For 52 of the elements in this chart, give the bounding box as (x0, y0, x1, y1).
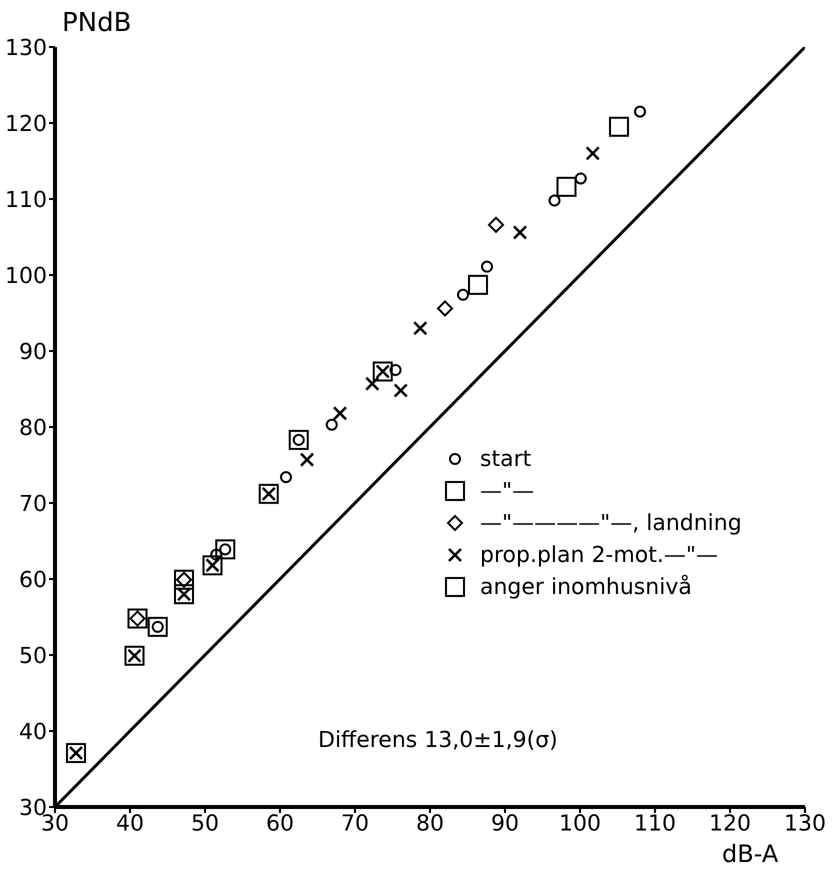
point (437, 300, 453, 316)
x-tick-label: 60 (266, 812, 294, 837)
point (548, 194, 560, 207)
legend-label: —"————"—, landning (480, 510, 742, 536)
point (457, 288, 469, 301)
point (148, 616, 168, 637)
point (390, 364, 402, 376)
point (481, 260, 493, 273)
point (280, 471, 292, 484)
x-tick-label: 90 (491, 812, 519, 837)
legend-label: anger inomhusnivå (480, 574, 692, 600)
point (300, 452, 314, 467)
y-tick-label: 110 (5, 188, 47, 213)
x-tick-label: 130 (784, 812, 826, 837)
point (634, 106, 646, 118)
annotation: Differens 13,0±1,9(σ) (318, 728, 558, 753)
point (326, 418, 338, 431)
legend-label: start (480, 446, 532, 472)
y-tick-label: 70 (19, 492, 47, 517)
x-tick-label: 80 (416, 812, 444, 837)
y-tick-label: 80 (19, 416, 47, 441)
point (512, 225, 528, 240)
point (574, 172, 587, 184)
legend-label: prop.plan 2-mot.—"— (480, 542, 718, 568)
x-axis-title: dB-A (722, 840, 778, 868)
y-tick-label: 90 (19, 340, 47, 365)
point (332, 406, 348, 421)
x-tick-label: 120 (709, 812, 751, 837)
x-tick-label: 40 (116, 812, 144, 837)
point (609, 116, 629, 137)
point (556, 176, 576, 197)
y-axis-title: PNdB (62, 8, 132, 38)
point (488, 216, 504, 233)
point (413, 320, 428, 336)
point (215, 539, 236, 560)
y-tick-label: 50 (19, 644, 47, 669)
y-tick-label: 60 (19, 568, 47, 593)
x-tick-label: 110 (634, 812, 676, 837)
point (210, 548, 222, 561)
x-tick-label: 100 (559, 812, 601, 837)
point (288, 430, 309, 450)
point (586, 146, 600, 161)
point (365, 376, 380, 391)
y-tick-label: 120 (5, 112, 47, 137)
x-tick-label: 70 (341, 812, 369, 837)
point (394, 383, 408, 398)
y-tick-label: 40 (19, 720, 47, 745)
y-tick-label: 100 (5, 264, 47, 289)
x-tick-label: 50 (191, 812, 219, 837)
legend-label: —"— (480, 478, 534, 504)
point (468, 274, 488, 295)
y-tick-label: 130 (5, 36, 47, 61)
